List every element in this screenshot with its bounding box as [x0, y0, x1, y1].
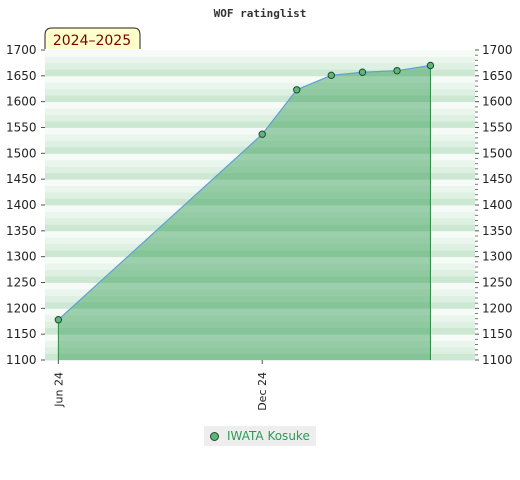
background-band	[45, 140, 475, 148]
y-tick-label-right: 1400	[482, 198, 513, 212]
season-label: 2024–2025	[53, 33, 131, 49]
background-band	[45, 56, 475, 64]
background-band	[45, 250, 475, 258]
background-band	[45, 237, 475, 245]
background-band	[45, 211, 475, 219]
background-band	[45, 179, 475, 187]
background-band	[45, 288, 475, 296]
data-point	[327, 71, 335, 80]
legend-label: IWATA Kosuke	[227, 429, 310, 443]
background-band	[45, 327, 475, 335]
background-band	[45, 198, 475, 206]
background-band	[45, 347, 475, 354]
background-bands	[45, 50, 475, 361]
y-tick-label-right: 1600	[482, 95, 513, 109]
background-band	[45, 146, 475, 154]
y-tick-label-right: 1700	[482, 43, 513, 57]
background-band	[45, 127, 475, 135]
background-band	[45, 108, 475, 115]
chart-title: WOF ratinglist	[214, 7, 307, 20]
background-band	[45, 166, 475, 174]
background-band	[45, 88, 475, 96]
background-band	[45, 321, 475, 329]
x-axis: Jun 24 Dec 24	[52, 360, 269, 411]
background-band	[45, 217, 475, 225]
y-tick-label-left: 1700	[6, 43, 37, 57]
background-band	[45, 334, 475, 342]
y-tick-label-left: 1350	[6, 224, 37, 238]
y-tick-label-right: 1200	[482, 301, 513, 315]
background-band	[45, 295, 475, 303]
background-band	[45, 269, 475, 277]
y-tick-label-left: 1500	[6, 146, 37, 160]
y-tick-label-left: 1600	[6, 95, 37, 109]
background-band	[45, 276, 475, 283]
y-axis-left: 1100 1150 1200 1250 1300 1350 1400 1450 1500 1550…	[6, 43, 45, 367]
x-tick-label: Dec 24	[256, 372, 269, 411]
background-band	[45, 153, 475, 161]
y-tick-label-right: 1550	[482, 121, 513, 135]
y-tick-label-right: 1150	[482, 327, 513, 341]
background-band	[45, 75, 475, 83]
background-band	[45, 159, 475, 167]
data-point	[358, 68, 367, 76]
y-tick-label-right: 1250	[482, 276, 513, 290]
background-band	[45, 314, 475, 322]
data-point	[54, 316, 63, 324]
legend: IWATA Kosuke	[204, 426, 316, 446]
background-band	[45, 114, 475, 122]
background-band	[45, 256, 475, 264]
background-band	[45, 230, 475, 238]
background-band	[45, 192, 475, 199]
background-band	[45, 185, 475, 193]
season-badge: 2024–2025	[44, 27, 141, 49]
y-tick-label-left: 1100	[6, 353, 37, 367]
background-band	[45, 205, 475, 212]
background-band	[45, 172, 475, 180]
background-band	[45, 121, 475, 128]
background-band	[45, 340, 475, 348]
y-tick-label-right: 1100	[482, 353, 513, 367]
background-band	[45, 263, 475, 270]
legend-marker-icon	[210, 431, 219, 441]
background-band	[45, 224, 475, 232]
background-band	[45, 133, 475, 141]
background-band	[45, 62, 475, 70]
y-tick-label-left: 1550	[6, 121, 37, 135]
y-tick-label-right: 1650	[482, 69, 513, 83]
background-band	[45, 95, 475, 103]
y-tick-label-left: 1650	[6, 69, 37, 83]
y-tick-label-right: 1450	[482, 172, 513, 186]
data-point	[426, 61, 435, 70]
y-tick-label-left: 1400	[6, 198, 37, 212]
x-tick-label: Jun 24	[52, 372, 65, 408]
y-tick-label-right: 1500	[482, 146, 513, 160]
y-tick-label-left: 1300	[6, 250, 37, 264]
background-band	[45, 82, 475, 90]
data-point	[293, 86, 301, 94]
data-point	[393, 66, 401, 75]
rating-area	[58, 65, 431, 360]
y-tick-label-left: 1200	[6, 301, 37, 315]
background-band	[45, 50, 475, 57]
background-band	[45, 69, 475, 77]
background-band	[45, 301, 475, 309]
background-band	[45, 101, 475, 109]
y-tick-label-left: 1450	[6, 172, 37, 186]
background-band	[45, 353, 475, 361]
background-band	[45, 282, 475, 290]
y-axis-right: 1100 1150 1200 1250 1300 1350 1400 1450 1500 1550…	[475, 43, 513, 367]
data-point	[258, 130, 266, 138]
data-points	[54, 61, 435, 324]
y-tick-label-left: 1250	[6, 276, 37, 290]
y-tick-label-left: 1150	[6, 327, 37, 341]
y-tick-label-right: 1350	[482, 224, 513, 238]
y-tick-label-right: 1300	[482, 250, 513, 264]
background-band	[45, 308, 475, 316]
background-band	[45, 243, 475, 251]
